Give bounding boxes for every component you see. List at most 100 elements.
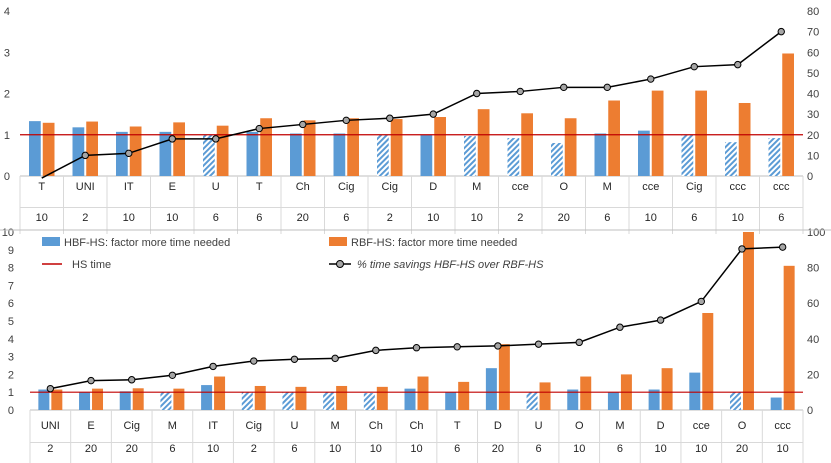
- savings-point: [656, 316, 665, 324]
- y-right-tick-label: 40: [807, 89, 819, 101]
- y-left-tick-label: 10: [2, 227, 14, 239]
- bar-hbf: [725, 142, 737, 176]
- sub-category-label: 10: [471, 212, 483, 224]
- y-right-tick-label: 80: [807, 263, 819, 275]
- bar-hbf: [246, 131, 259, 176]
- y-right-tick-label: 70: [807, 27, 819, 39]
- y-left-tick-label: 0: [8, 405, 14, 417]
- bar-hbf: [681, 134, 694, 176]
- bar-hbf: [29, 121, 41, 176]
- bar-rbf: [458, 381, 470, 410]
- bar-hbf: [567, 389, 579, 410]
- bar-hbf: [323, 392, 335, 410]
- category-label: E: [169, 181, 176, 193]
- sub-category-label: 10: [36, 212, 48, 224]
- category-label: ccc: [773, 181, 790, 193]
- category-label: Cig: [123, 420, 140, 432]
- bar-hbf: [594, 133, 607, 176]
- savings-point: [125, 149, 133, 158]
- bar-rbf: [92, 388, 104, 410]
- bar-rbf: [661, 368, 673, 410]
- legend-label-hs: HS time: [72, 259, 111, 271]
- y-left-tick-label: 2: [8, 369, 14, 381]
- bar-hbf: [160, 392, 172, 410]
- bar-rbf: [295, 386, 307, 410]
- bar-hbf: [38, 389, 50, 410]
- savings-point: [534, 340, 543, 348]
- savings-point: [128, 376, 136, 384]
- sub-category-label: 2: [517, 212, 523, 224]
- bar-rbf: [260, 118, 272, 176]
- y-left-tick-label: 1: [4, 130, 10, 142]
- bar-hbf: [607, 392, 619, 410]
- category-label: M: [472, 181, 481, 193]
- bar-hbf: [363, 393, 375, 410]
- savings-point: [429, 110, 437, 118]
- savings-point: [372, 346, 380, 355]
- bar-rbf: [539, 382, 551, 410]
- sub-category-label: 6: [169, 443, 175, 455]
- savings-point: [616, 323, 624, 331]
- bar-rbf: [521, 113, 533, 176]
- bar-hbf: [551, 143, 563, 176]
- bar-hbf: [648, 389, 660, 410]
- y-left-tick-label: 9: [8, 245, 14, 257]
- bar-hbf: [72, 127, 85, 176]
- sub-category-label: 6: [604, 212, 610, 224]
- y-right-tick-label: 0: [807, 405, 813, 417]
- sub-category-label: 20: [297, 212, 309, 224]
- bar-rbf: [783, 265, 795, 410]
- savings-point: [494, 342, 502, 350]
- savings-point: [87, 376, 95, 385]
- bar-rbf: [254, 385, 266, 410]
- savings-point: [168, 371, 177, 379]
- y-left-tick-label: 7: [8, 280, 14, 292]
- bar-rbf: [564, 118, 577, 176]
- y-left-tick-label: 3: [8, 352, 14, 364]
- y-right-tick-label: 100: [807, 227, 825, 239]
- bar-hbf: [404, 388, 416, 410]
- sub-category-label: 10: [695, 443, 707, 455]
- sub-category-label: 6: [454, 443, 460, 455]
- sub-category-label: 2: [47, 443, 53, 455]
- bar-rbf: [173, 122, 185, 176]
- bottom-chart: 012345678910020406080100UNI2E20Cig20M6IT…: [2, 227, 825, 463]
- category-label: Cig: [338, 181, 355, 193]
- y-right-tick-label: 30: [807, 109, 819, 121]
- sub-category-label: 10: [166, 212, 178, 224]
- y-left-tick-label: 1: [8, 387, 14, 399]
- sub-category-label: 6: [256, 212, 262, 224]
- bar-hbf: [768, 138, 781, 176]
- bar-rbf: [742, 232, 754, 410]
- bar-hbf: [638, 130, 650, 176]
- y-left-tick-label: 8: [8, 263, 14, 275]
- category-label: D: [494, 420, 502, 432]
- bar-rbf: [434, 117, 446, 176]
- savings-point: [690, 62, 698, 71]
- savings-point: [647, 75, 655, 83]
- y-left-tick-label: 0: [4, 171, 10, 183]
- y-left-tick-label: 2: [4, 89, 10, 101]
- y-right-tick-label: 40: [807, 334, 819, 346]
- savings-point: [777, 27, 785, 36]
- savings-point: [342, 116, 350, 125]
- sub-category-label: 6: [213, 212, 219, 224]
- category-label: U: [290, 420, 298, 432]
- category-label: D: [657, 420, 665, 432]
- category-label: U: [212, 181, 220, 193]
- bar-rbf: [651, 90, 664, 176]
- category-label: UNI: [41, 420, 60, 432]
- category-label: E: [87, 420, 94, 432]
- category-label: Ch: [409, 420, 423, 432]
- category-label: Cig: [686, 181, 703, 193]
- sub-category-label: 6: [343, 212, 349, 224]
- savings-point: [46, 384, 55, 393]
- savings-point: [299, 120, 307, 129]
- bar-hbf: [201, 385, 213, 410]
- bar-rbf: [608, 100, 620, 176]
- savings-point: [209, 362, 217, 371]
- bar-hbf: [290, 133, 302, 176]
- bar-hbf: [464, 135, 476, 176]
- savings-point: [255, 124, 263, 133]
